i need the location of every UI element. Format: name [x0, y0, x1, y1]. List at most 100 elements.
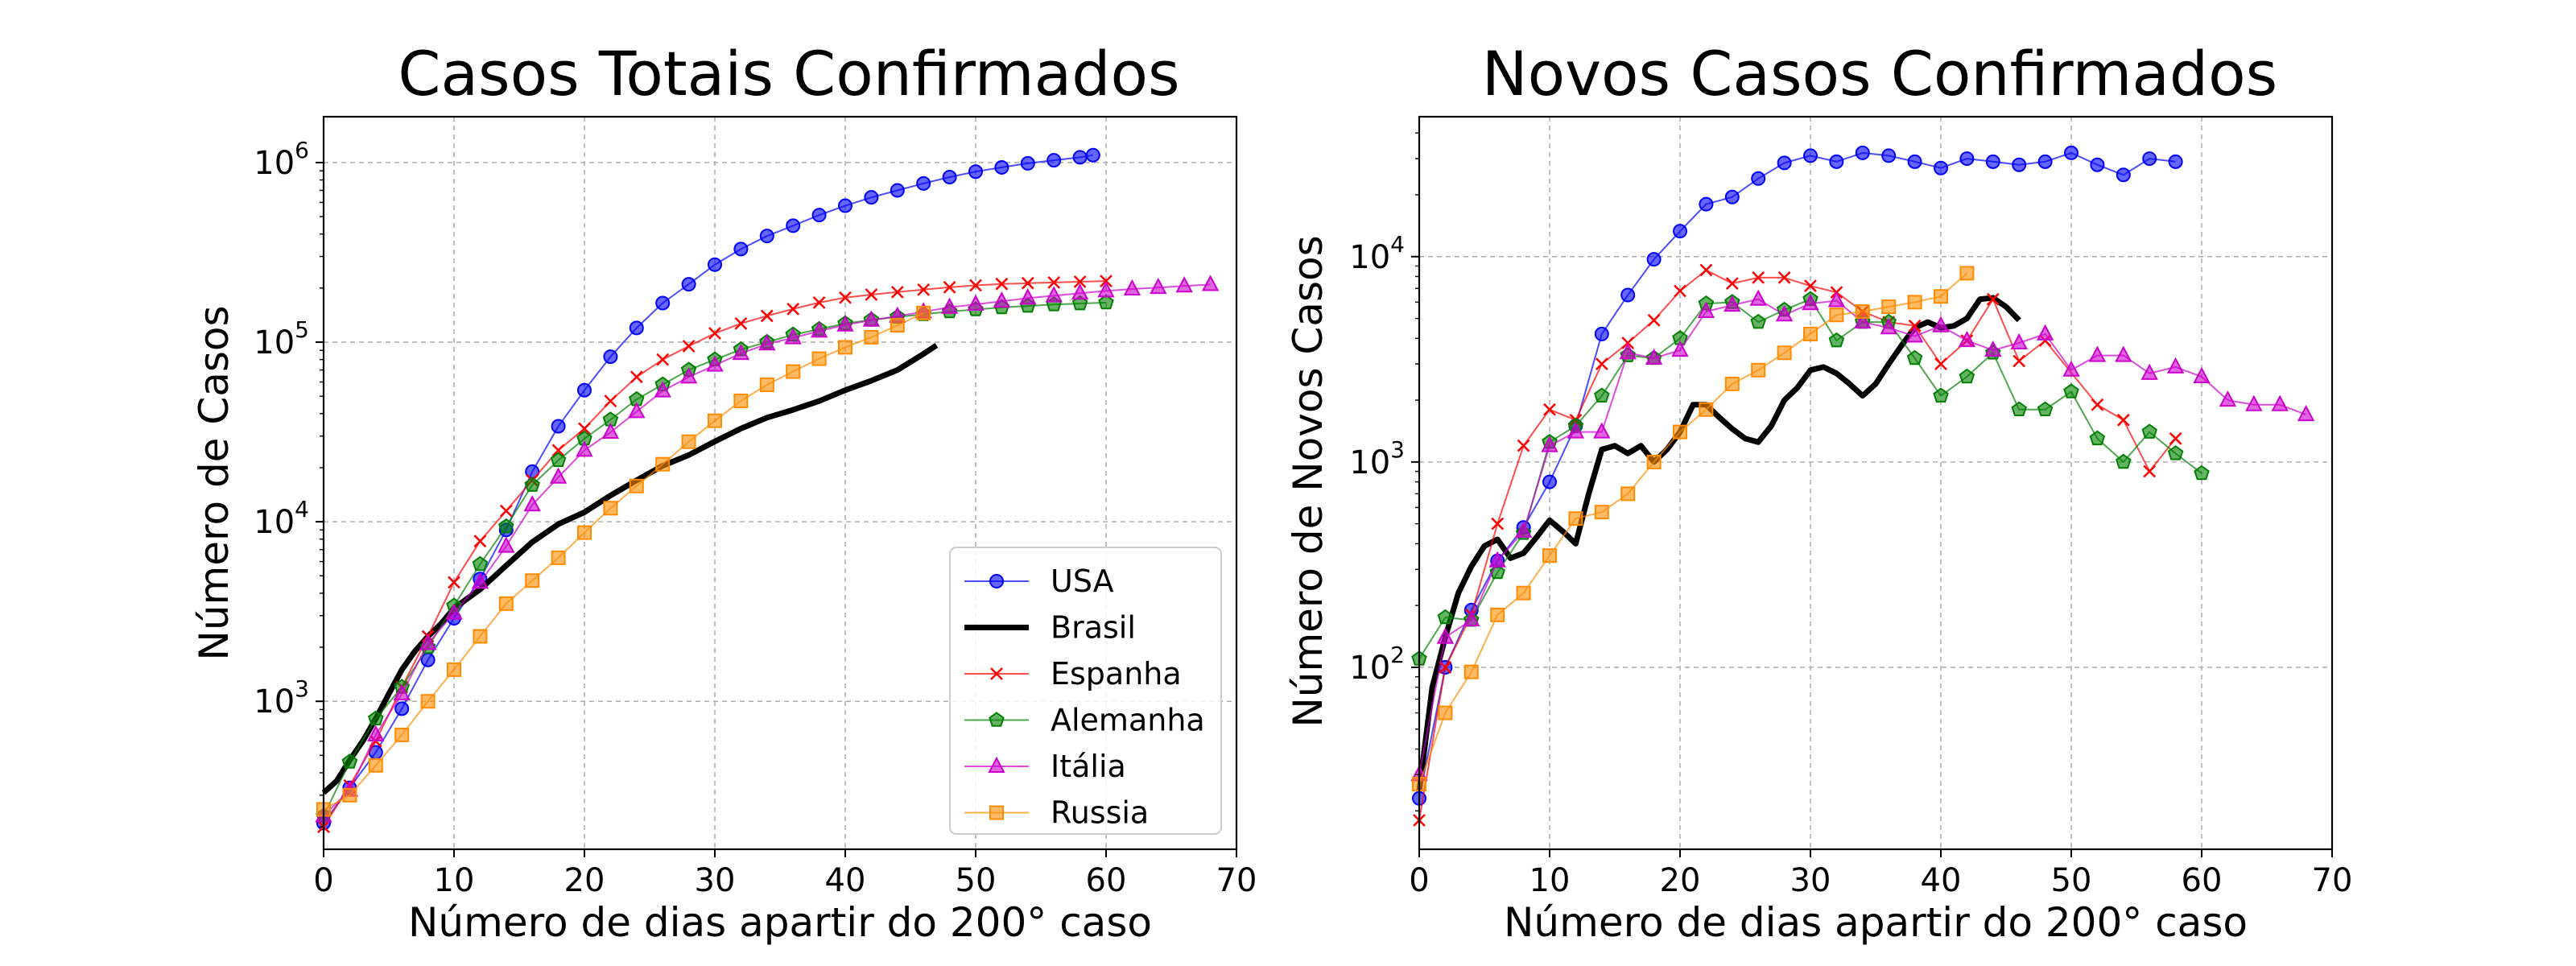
x-tick-label: 40	[825, 862, 866, 899]
data-point	[654, 381, 671, 398]
y-axis-label: Número de Novos Casos	[1285, 235, 1331, 727]
y-tick-label: 104	[254, 496, 309, 541]
data-point	[1905, 326, 1924, 343]
legend-entry-alemanha: Alemanha	[964, 703, 1205, 738]
data-point	[1959, 368, 1975, 384]
y-tick-label: 104	[1349, 231, 1405, 276]
data-point	[2090, 157, 2105, 172]
data-point	[1046, 153, 1062, 168]
data-point	[1907, 295, 1922, 310]
series-russia	[1412, 266, 1975, 792]
data-point	[2141, 423, 2157, 439]
data-point	[342, 787, 357, 803]
series-line	[1418, 151, 2176, 799]
data-point	[1543, 402, 1556, 416]
data-point	[1724, 376, 1740, 391]
data-point	[1724, 295, 1741, 312]
data-point	[2115, 345, 2132, 362]
data-point	[812, 296, 826, 309]
data-point	[576, 440, 593, 457]
data-point	[629, 478, 644, 493]
data-point	[1750, 313, 1766, 329]
data-point	[1907, 154, 1922, 169]
data-point	[1984, 340, 2002, 357]
data-point	[2219, 390, 2237, 407]
x-tick-label: 30	[1790, 862, 1831, 899]
y-tick-label: 106	[254, 137, 309, 182]
data-point	[1150, 278, 1167, 295]
data-point	[969, 279, 982, 292]
data-point	[1959, 266, 1975, 281]
data-point	[550, 452, 567, 467]
data-point	[2010, 332, 2028, 349]
data-point	[1932, 316, 1950, 332]
data-point	[1752, 271, 1765, 284]
data-point	[733, 393, 749, 408]
series-line	[323, 312, 924, 811]
data-point	[447, 662, 461, 677]
data-point	[368, 758, 383, 773]
data-point	[732, 343, 750, 361]
data-point	[890, 285, 904, 299]
data-point	[1671, 340, 1689, 357]
data-point	[577, 525, 592, 540]
data-point	[419, 634, 437, 650]
data-point	[1829, 154, 1844, 169]
data-point	[838, 198, 852, 213]
data-point	[1674, 284, 1686, 298]
data-point	[551, 444, 565, 457]
data-point	[758, 334, 776, 351]
data-point	[993, 291, 1011, 308]
x-tick-label: 70	[2312, 862, 2353, 899]
data-point	[865, 288, 878, 301]
data-point	[655, 295, 671, 311]
data-point	[1620, 287, 1636, 303]
data-point	[1123, 279, 1141, 295]
plot-frame	[322, 115, 1238, 851]
data-point	[1958, 330, 1976, 348]
data-point	[1777, 345, 1792, 361]
data-point	[2011, 401, 2027, 416]
data-point	[942, 169, 957, 184]
data-point	[1724, 189, 1740, 204]
plot-frame	[1418, 115, 2334, 851]
y-tick-label: 105	[254, 316, 309, 361]
data-point	[445, 603, 463, 620]
legend-marker	[989, 712, 1005, 727]
legend-entry-russia: Russia	[964, 795, 1149, 831]
x-tick-label: 20	[1660, 862, 1701, 899]
data-point	[603, 501, 618, 516]
data-point	[523, 495, 541, 512]
data-point	[1594, 326, 1609, 341]
data-point	[734, 316, 748, 330]
data-point	[577, 382, 592, 398]
data-point	[1775, 305, 1794, 322]
data-point	[524, 477, 540, 492]
data-point	[498, 518, 514, 534]
data-point	[1595, 357, 1608, 371]
legend: USA Brasil Espanha Alemanha Itália Russia	[949, 547, 1222, 835]
data-point	[1804, 279, 1817, 293]
data-point	[2116, 413, 2130, 427]
data-point	[472, 555, 489, 572]
data-point	[2167, 445, 2184, 460]
x-tick-label: 30	[695, 862, 736, 899]
data-point	[1594, 387, 1610, 402]
data-point	[2116, 167, 2131, 183]
data-point	[471, 572, 489, 589]
data-point	[628, 402, 646, 419]
series-usa	[1412, 145, 2183, 806]
data-point	[706, 355, 724, 372]
data-point	[1934, 160, 1948, 175]
data-point	[367, 724, 385, 741]
data-point	[1777, 271, 1791, 284]
data-point	[2091, 398, 2104, 411]
data-point	[708, 257, 722, 272]
data-point	[1697, 301, 1715, 319]
data-point	[1488, 551, 1506, 568]
series-espanha	[317, 275, 1113, 834]
data-point	[760, 309, 774, 323]
data-point	[1594, 505, 1609, 520]
data-point	[1673, 224, 1687, 239]
series-line	[1416, 295, 2021, 792]
